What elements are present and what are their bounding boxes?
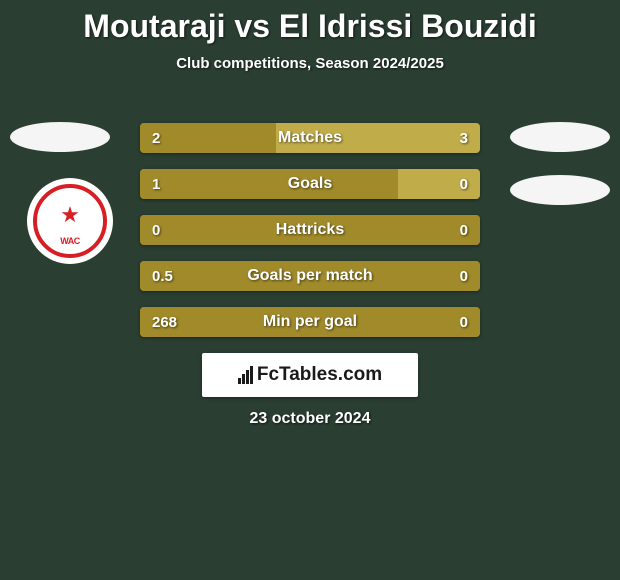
club-logo-abbrev: WAC xyxy=(60,236,80,246)
stat-label: Goals per match xyxy=(140,261,480,291)
subtitle: Club competitions, Season 2024/2025 xyxy=(0,55,620,72)
date-label: 23 october 2024 xyxy=(0,410,620,428)
bar-chart-icon xyxy=(238,366,253,384)
star-icon: ★ xyxy=(60,202,80,228)
stat-label: Goals xyxy=(140,169,480,199)
player-right-badge-2 xyxy=(510,175,610,205)
branding-badge: FcTables.com xyxy=(202,353,418,397)
player-left-badge xyxy=(10,122,110,152)
stat-label: Hattricks xyxy=(140,215,480,245)
player-right-badge xyxy=(510,122,610,152)
stat-row: 0.50Goals per match xyxy=(140,261,480,291)
stat-label: Matches xyxy=(140,123,480,153)
stat-row: 2680Min per goal xyxy=(140,307,480,337)
club-logo: ★ WAC xyxy=(27,178,113,264)
page-title: Moutaraji vs El Idrissi Bouzidi xyxy=(0,0,620,45)
stat-row: 00Hattricks xyxy=(140,215,480,245)
stat-row: 10Goals xyxy=(140,169,480,199)
branding-text: FcTables.com xyxy=(257,364,382,386)
stat-label: Min per goal xyxy=(140,307,480,337)
stats-container: 23Matches 10Goals 00Hattricks 0.50Goals per… xyxy=(140,123,480,353)
stat-row: 23Matches xyxy=(140,123,480,153)
